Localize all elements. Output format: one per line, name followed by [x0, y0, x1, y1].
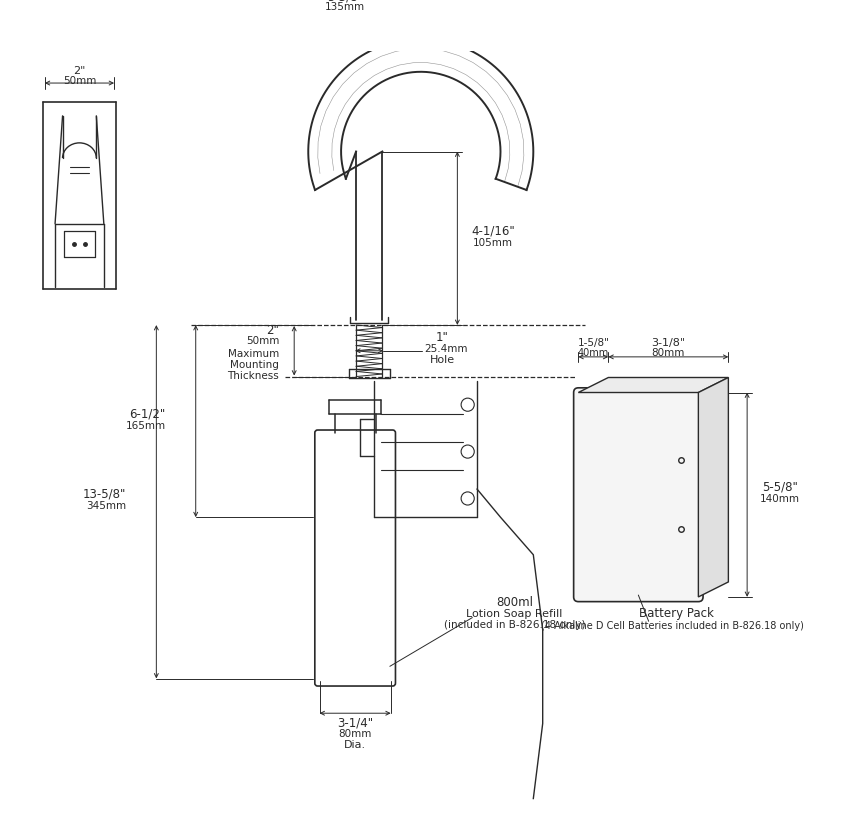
Text: 6-1/2": 6-1/2" — [129, 407, 166, 420]
Text: 2": 2" — [266, 324, 279, 337]
Text: 345mm: 345mm — [86, 501, 127, 511]
FancyBboxPatch shape — [574, 388, 703, 602]
Text: 800ml: 800ml — [496, 596, 533, 609]
Text: 3-1/8": 3-1/8" — [651, 338, 685, 348]
Text: 4-1/16": 4-1/16" — [471, 224, 515, 238]
Text: Hole: Hole — [430, 355, 455, 365]
Text: 40mm: 40mm — [578, 349, 609, 358]
Text: 13-5/8": 13-5/8" — [83, 487, 127, 501]
Text: 1-5/8": 1-5/8" — [577, 338, 609, 348]
Text: Battery Pack: Battery Pack — [639, 607, 714, 621]
Text: 80mm: 80mm — [338, 729, 371, 739]
Text: 50mm: 50mm — [63, 76, 96, 86]
Text: 165mm: 165mm — [126, 421, 166, 431]
Text: Maximum: Maximum — [228, 349, 279, 358]
Text: Mounting: Mounting — [230, 360, 279, 370]
Text: 3-1/4": 3-1/4" — [337, 716, 373, 729]
Polygon shape — [578, 377, 728, 393]
Text: 135mm: 135mm — [326, 2, 366, 12]
Polygon shape — [699, 377, 728, 597]
Text: Thickness: Thickness — [228, 371, 279, 381]
Text: 2": 2" — [73, 66, 86, 76]
Text: Dia.: Dia. — [344, 740, 366, 750]
Text: 140mm: 140mm — [760, 494, 800, 505]
Text: 50mm: 50mm — [246, 336, 279, 346]
Text: 1": 1" — [436, 331, 449, 344]
Text: 80mm: 80mm — [652, 349, 685, 358]
Text: 25.4mm: 25.4mm — [424, 344, 468, 354]
Text: 105mm: 105mm — [473, 238, 513, 248]
Text: (4 Alkaline D Cell Batteries included in B-826.18 only): (4 Alkaline D Cell Batteries included in… — [541, 621, 803, 631]
Text: 5-3/8": 5-3/8" — [327, 0, 363, 3]
Text: (included in B-826.18 only): (included in B-826.18 only) — [444, 620, 586, 630]
Text: Lotion Soap Refill: Lotion Soap Refill — [467, 609, 563, 619]
Text: 5-5/8": 5-5/8" — [762, 481, 798, 494]
